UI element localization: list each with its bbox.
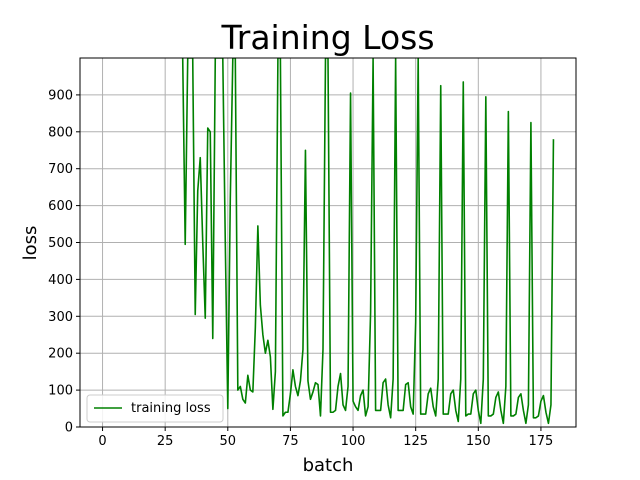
x-axis-label: batch — [303, 455, 354, 476]
x-tick-label: 100 — [341, 434, 366, 449]
x-tick-label: 50 — [220, 434, 237, 449]
y-tick-label: 900 — [48, 88, 73, 103]
x-tick-label: 150 — [466, 434, 491, 449]
x-tick-label: 125 — [403, 434, 428, 449]
y-tick-label: 800 — [48, 125, 73, 140]
chart-title: Training Loss — [220, 18, 434, 57]
y-axis-label: loss — [20, 226, 41, 261]
axis-ticks: 0 25 50 75 100 125 150 175 0 100 200 300 400 500 600 70… — [48, 88, 553, 449]
x-tick-label: 175 — [529, 434, 554, 449]
x-tick-label: 75 — [282, 434, 299, 449]
y-tick-label: 400 — [48, 273, 73, 288]
y-tick-label: 300 — [48, 310, 73, 325]
y-tick-label: 200 — [48, 347, 73, 362]
plot-area — [181, 58, 555, 425]
y-tick-label: 700 — [48, 162, 73, 177]
x-tick-label: 25 — [157, 434, 174, 449]
y-tick-label: 100 — [48, 384, 73, 399]
x-tick-label: 0 — [98, 434, 106, 449]
y-tick-label: 600 — [48, 199, 73, 214]
legend: training loss — [86, 394, 224, 423]
legend-label-training-loss: training loss — [131, 401, 211, 416]
y-tick-label: 500 — [48, 236, 73, 251]
legend-box — [86, 394, 224, 423]
series-line-training-loss — [181, 58, 555, 425]
y-tick-label: 0 — [65, 421, 73, 436]
